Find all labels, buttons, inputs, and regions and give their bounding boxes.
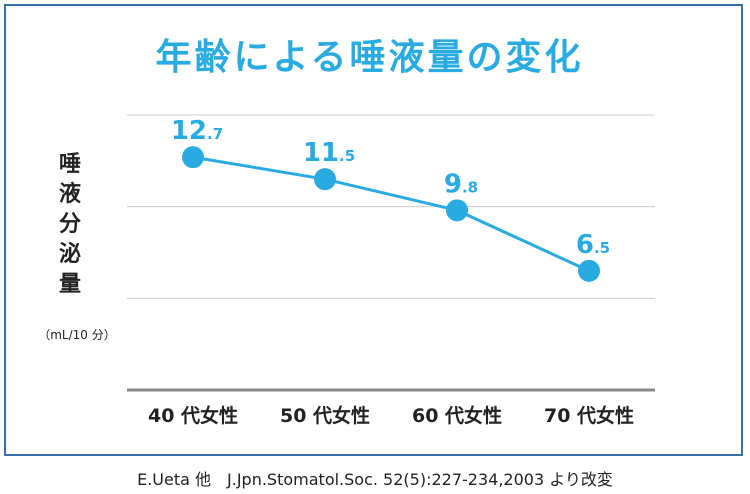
- data-label: 9.8: [444, 169, 478, 199]
- x-tick-label: 40 代女性: [148, 404, 238, 427]
- data-point: [314, 168, 336, 191]
- x-tick-label: 60 代女性: [412, 404, 502, 427]
- chart-frame: [4, 4, 743, 456]
- y-axis-label-char: 分: [58, 212, 81, 237]
- data-point: [182, 146, 204, 169]
- y-axis-unit: （mL/10 分）: [38, 328, 116, 342]
- x-tick-label: 70 代女性: [544, 404, 634, 427]
- x-tick-label: 50 代女性: [280, 404, 370, 427]
- data-label: 11.5: [303, 138, 355, 168]
- data-label: 6.5: [576, 230, 610, 260]
- data-point: [578, 259, 600, 282]
- y-axis-label-char: 唾: [58, 152, 81, 177]
- data-point: [446, 199, 468, 222]
- y-axis-label-char: 量: [58, 272, 81, 297]
- series-line: [192, 155, 590, 273]
- source-citation: E.Ueta 他 J.Jpn.Stomatol.Soc. 52(5):227-2…: [137, 470, 613, 489]
- chart-title: 年齢による唾液量の変化: [155, 37, 584, 78]
- y-axis-label-char: 泌: [58, 242, 81, 267]
- data-label: 12.7: [171, 116, 223, 146]
- y-axis-label: 唾 液 分 泌 量: [50, 150, 90, 300]
- y-axis-label-char: 液: [58, 182, 81, 207]
